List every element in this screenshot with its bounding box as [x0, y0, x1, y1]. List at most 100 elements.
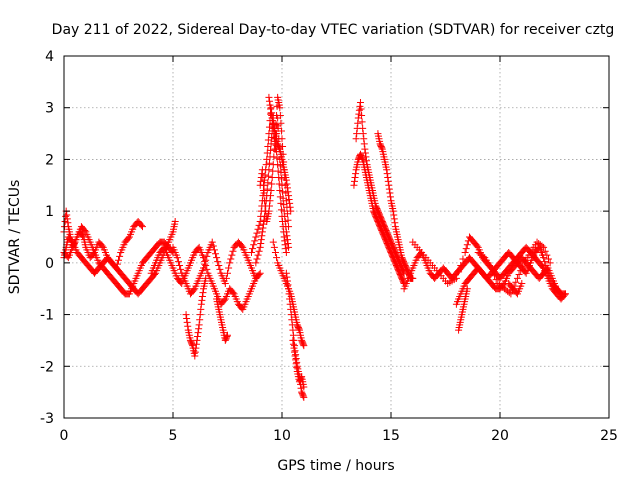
data-point — [457, 261, 465, 269]
data-point — [292, 356, 300, 364]
data-point — [287, 305, 295, 313]
data-point — [545, 255, 553, 263]
data-point — [197, 300, 205, 308]
data-point — [543, 251, 551, 259]
data-point — [191, 348, 199, 356]
data-point — [277, 206, 285, 214]
data-point — [193, 336, 201, 344]
data-point — [352, 170, 360, 178]
data-point — [226, 259, 234, 267]
x-tick-label: 20 — [491, 428, 509, 444]
data-point — [209, 242, 217, 250]
data-point — [288, 316, 296, 324]
data-point — [259, 224, 267, 232]
data-point — [182, 311, 190, 319]
data-point — [273, 154, 281, 162]
data-point — [515, 270, 523, 278]
data-point — [174, 258, 182, 266]
data-point — [277, 199, 285, 207]
data-point — [300, 383, 308, 391]
data-point — [199, 289, 207, 297]
data-point — [270, 243, 278, 251]
data-point — [291, 348, 299, 356]
data-point — [292, 360, 300, 368]
data-point — [512, 278, 520, 286]
data-point — [258, 166, 266, 174]
data-point — [171, 217, 179, 225]
data-point — [275, 144, 283, 152]
data-point — [539, 263, 547, 271]
data-point — [115, 256, 122, 264]
data-point — [201, 260, 209, 268]
data-point — [276, 104, 284, 112]
data-point — [541, 247, 549, 255]
data-point — [266, 101, 274, 109]
y-tick-label: -3 — [40, 411, 54, 427]
data-point — [462, 245, 470, 253]
data-point — [518, 280, 526, 288]
data-point — [276, 111, 284, 119]
x-tick-label: 25 — [600, 428, 618, 444]
data-point — [265, 202, 273, 210]
data-point — [281, 241, 289, 249]
data-point — [255, 221, 263, 229]
data-point — [289, 331, 297, 339]
data-point — [540, 243, 548, 251]
y-tick-label: -2 — [40, 359, 54, 375]
data-point — [461, 249, 469, 257]
data-point — [284, 188, 292, 196]
data-point — [177, 265, 185, 273]
data-point — [452, 274, 460, 282]
data-point — [252, 259, 260, 267]
axis-ticks: 0 5 10 15 20 25 -3 -2 -1 0 1 2 3 4 — [40, 49, 618, 444]
data-point — [360, 140, 368, 148]
data-point — [479, 252, 487, 260]
data-point — [264, 172, 272, 180]
data-point — [223, 333, 231, 341]
data-point — [284, 216, 292, 224]
data-point — [267, 140, 275, 148]
data-point — [98, 242, 106, 250]
data-point — [386, 189, 394, 197]
data-point — [385, 185, 393, 193]
data-point — [355, 106, 363, 114]
data-point — [202, 274, 210, 282]
data-point — [282, 249, 290, 257]
data-point — [283, 273, 291, 281]
data-point — [289, 336, 297, 344]
data-point — [282, 176, 290, 184]
x-tick-label: 10 — [273, 428, 291, 444]
y-tick-label: 0 — [45, 256, 54, 272]
data-point — [287, 207, 295, 215]
data-point — [287, 311, 295, 319]
y-tick-label: -1 — [40, 308, 54, 324]
data-point — [546, 259, 554, 267]
data-point — [259, 174, 267, 182]
data-point — [556, 289, 564, 297]
data-point — [283, 184, 291, 192]
data-point — [358, 111, 366, 119]
data-point — [269, 161, 277, 169]
data-point — [224, 331, 231, 339]
data-point — [137, 221, 145, 229]
data-point — [194, 329, 202, 337]
data-point — [358, 154, 366, 162]
x-tick-label: 5 — [169, 428, 178, 444]
data-point — [264, 179, 272, 187]
data-point — [229, 247, 237, 255]
data-point — [265, 166, 273, 174]
data-point — [265, 97, 273, 105]
data-point — [280, 228, 288, 236]
data-point — [267, 186, 275, 194]
x-axis-label: GPS time / hours — [277, 458, 394, 474]
data-point — [255, 247, 263, 255]
plot-frame — [63, 55, 610, 419]
data-point — [353, 130, 361, 138]
data-point — [390, 215, 398, 223]
data-point — [250, 241, 258, 249]
data-point — [299, 392, 307, 400]
data-point — [285, 290, 293, 298]
data-point — [270, 153, 278, 161]
data-point — [79, 232, 87, 240]
data-point — [487, 264, 495, 272]
